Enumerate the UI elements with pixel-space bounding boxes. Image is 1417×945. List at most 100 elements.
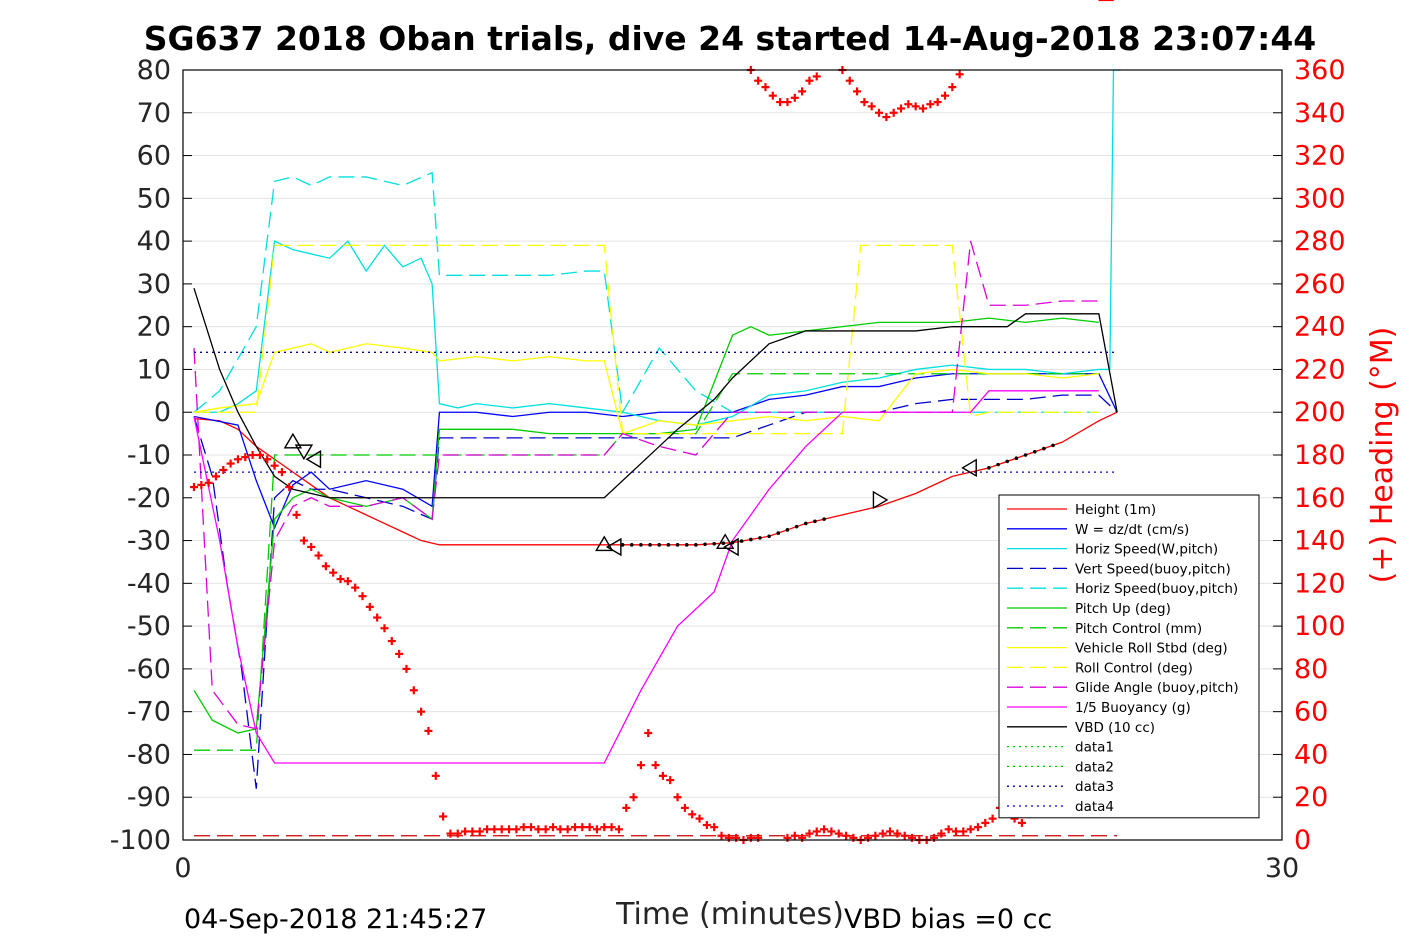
y2-tick-label: 360 (1294, 55, 1346, 86)
depth-marker-triangle-left (305, 450, 322, 469)
sample-dot (776, 531, 781, 535)
heading-point (292, 510, 301, 519)
sample-dot (657, 543, 662, 547)
heading-point (417, 707, 426, 716)
heading-point (475, 827, 484, 836)
heading-point (270, 461, 279, 470)
heading-point (889, 108, 898, 117)
sample-dot (721, 541, 726, 546)
heading-point (321, 562, 330, 571)
heading-point (614, 825, 623, 834)
heading-point (658, 771, 667, 780)
sample-dot (620, 543, 625, 547)
heading-point (424, 726, 433, 735)
heading-point (867, 102, 876, 111)
y-tick-label: -40 (127, 568, 171, 599)
y-tick-label: 0 (154, 397, 171, 428)
y-tick-label: 70 (137, 98, 171, 129)
heading-point (966, 825, 975, 834)
sample-dot (813, 519, 817, 524)
y-tick-label: 10 (137, 354, 171, 385)
legend-entry: Roll Control (deg) (1075, 660, 1193, 676)
heading-point (263, 455, 272, 464)
heading-point (468, 827, 477, 836)
legend-entry: data3 (1075, 779, 1114, 795)
legend-entry: data2 (1075, 759, 1114, 775)
y-tick-label: -60 (127, 654, 171, 685)
heading-point (387, 637, 396, 646)
sample-dot (675, 543, 680, 547)
heading-point (241, 453, 250, 462)
heading-point (490, 825, 499, 834)
legend-entry: Pitch Up (deg) (1075, 601, 1171, 617)
sample-dot (785, 528, 790, 532)
sample-dot (739, 539, 744, 543)
chart-title: SG637 2018 Oban trials, dive 24 started … (144, 19, 1317, 58)
sample-dot (629, 543, 634, 547)
legend-entry: Horiz Speed(buoy,pitch) (1075, 581, 1238, 597)
legend: Height (1m) W = dz/dt (cm/s) Horiz Speed(W… (998, 494, 1260, 819)
y2-tick-label: 100 (1294, 611, 1346, 642)
y2-tick-label: 220 (1294, 354, 1346, 385)
heading-point (585, 823, 594, 832)
depth-marker-triangle-right (872, 490, 889, 510)
series-line-4 (193, 171, 1099, 415)
y-tick-label: 30 (137, 269, 171, 300)
depth-marker-triangle-down (294, 444, 314, 461)
heading-point (343, 577, 352, 586)
series-line-2 (193, 69, 1121, 426)
heading-point (336, 575, 345, 584)
y2-tick-label: 20 (1294, 782, 1328, 813)
markers-layer (283, 432, 977, 557)
heading-point (446, 829, 455, 838)
heading-point (911, 102, 920, 111)
heading-point (570, 823, 579, 832)
heading-point (578, 823, 587, 832)
legend-entry: Horiz Speed(W,pitch) (1075, 542, 1218, 558)
heading-point (702, 821, 711, 830)
legend-entry: Vert Speed(buoy,pitch) (1075, 561, 1231, 577)
legend-entry: 1/5 Buoyancy (g) (1075, 700, 1191, 716)
legend-entry: Vehicle Roll Stbd (deg) (1075, 641, 1228, 657)
legend-entry: Height (1m) (1075, 502, 1156, 518)
heading-point (439, 812, 448, 821)
y2-tick-label: 180 (1294, 440, 1346, 471)
heading-point (255, 451, 264, 459)
heading-point (988, 814, 997, 823)
heading-point (790, 93, 799, 102)
heading-point (556, 825, 565, 834)
y-tick-label: -30 (127, 526, 171, 557)
series-line-11 (193, 287, 1118, 499)
heading-point (248, 451, 257, 459)
y-tick-label: -20 (127, 483, 171, 514)
sample-dot (694, 543, 698, 547)
legend-entry: Pitch Control (mm) (1075, 621, 1202, 637)
heading-point (226, 459, 235, 468)
heading-point (497, 825, 506, 834)
heading-point (431, 771, 440, 780)
x-axis-label: Time (minutes) (615, 897, 844, 932)
heading-point (717, 831, 726, 840)
heading-point (710, 823, 719, 832)
heading-point (761, 83, 770, 92)
heading-point (644, 729, 653, 738)
heading-point (981, 818, 990, 827)
sample-dot (1051, 443, 1055, 448)
heading-point (878, 829, 887, 838)
heading-point (790, 831, 799, 840)
y2-tick-label: 160 (1294, 483, 1346, 514)
y2-tick-label: 60 (1294, 697, 1328, 728)
heading-point (380, 624, 389, 633)
heading-point (358, 592, 367, 601)
series-layer (189, 0, 1121, 844)
y2-tick-label: 120 (1294, 568, 1346, 599)
heading-point (827, 827, 836, 836)
heading-point (285, 483, 294, 492)
sample-dot (758, 536, 762, 540)
heading-point (940, 91, 949, 100)
y2-tick-label: 200 (1294, 397, 1346, 428)
depth-marker-triangle-up (715, 533, 735, 549)
heading-point (365, 602, 374, 611)
heading-point (636, 761, 645, 770)
heading-point (219, 465, 228, 474)
